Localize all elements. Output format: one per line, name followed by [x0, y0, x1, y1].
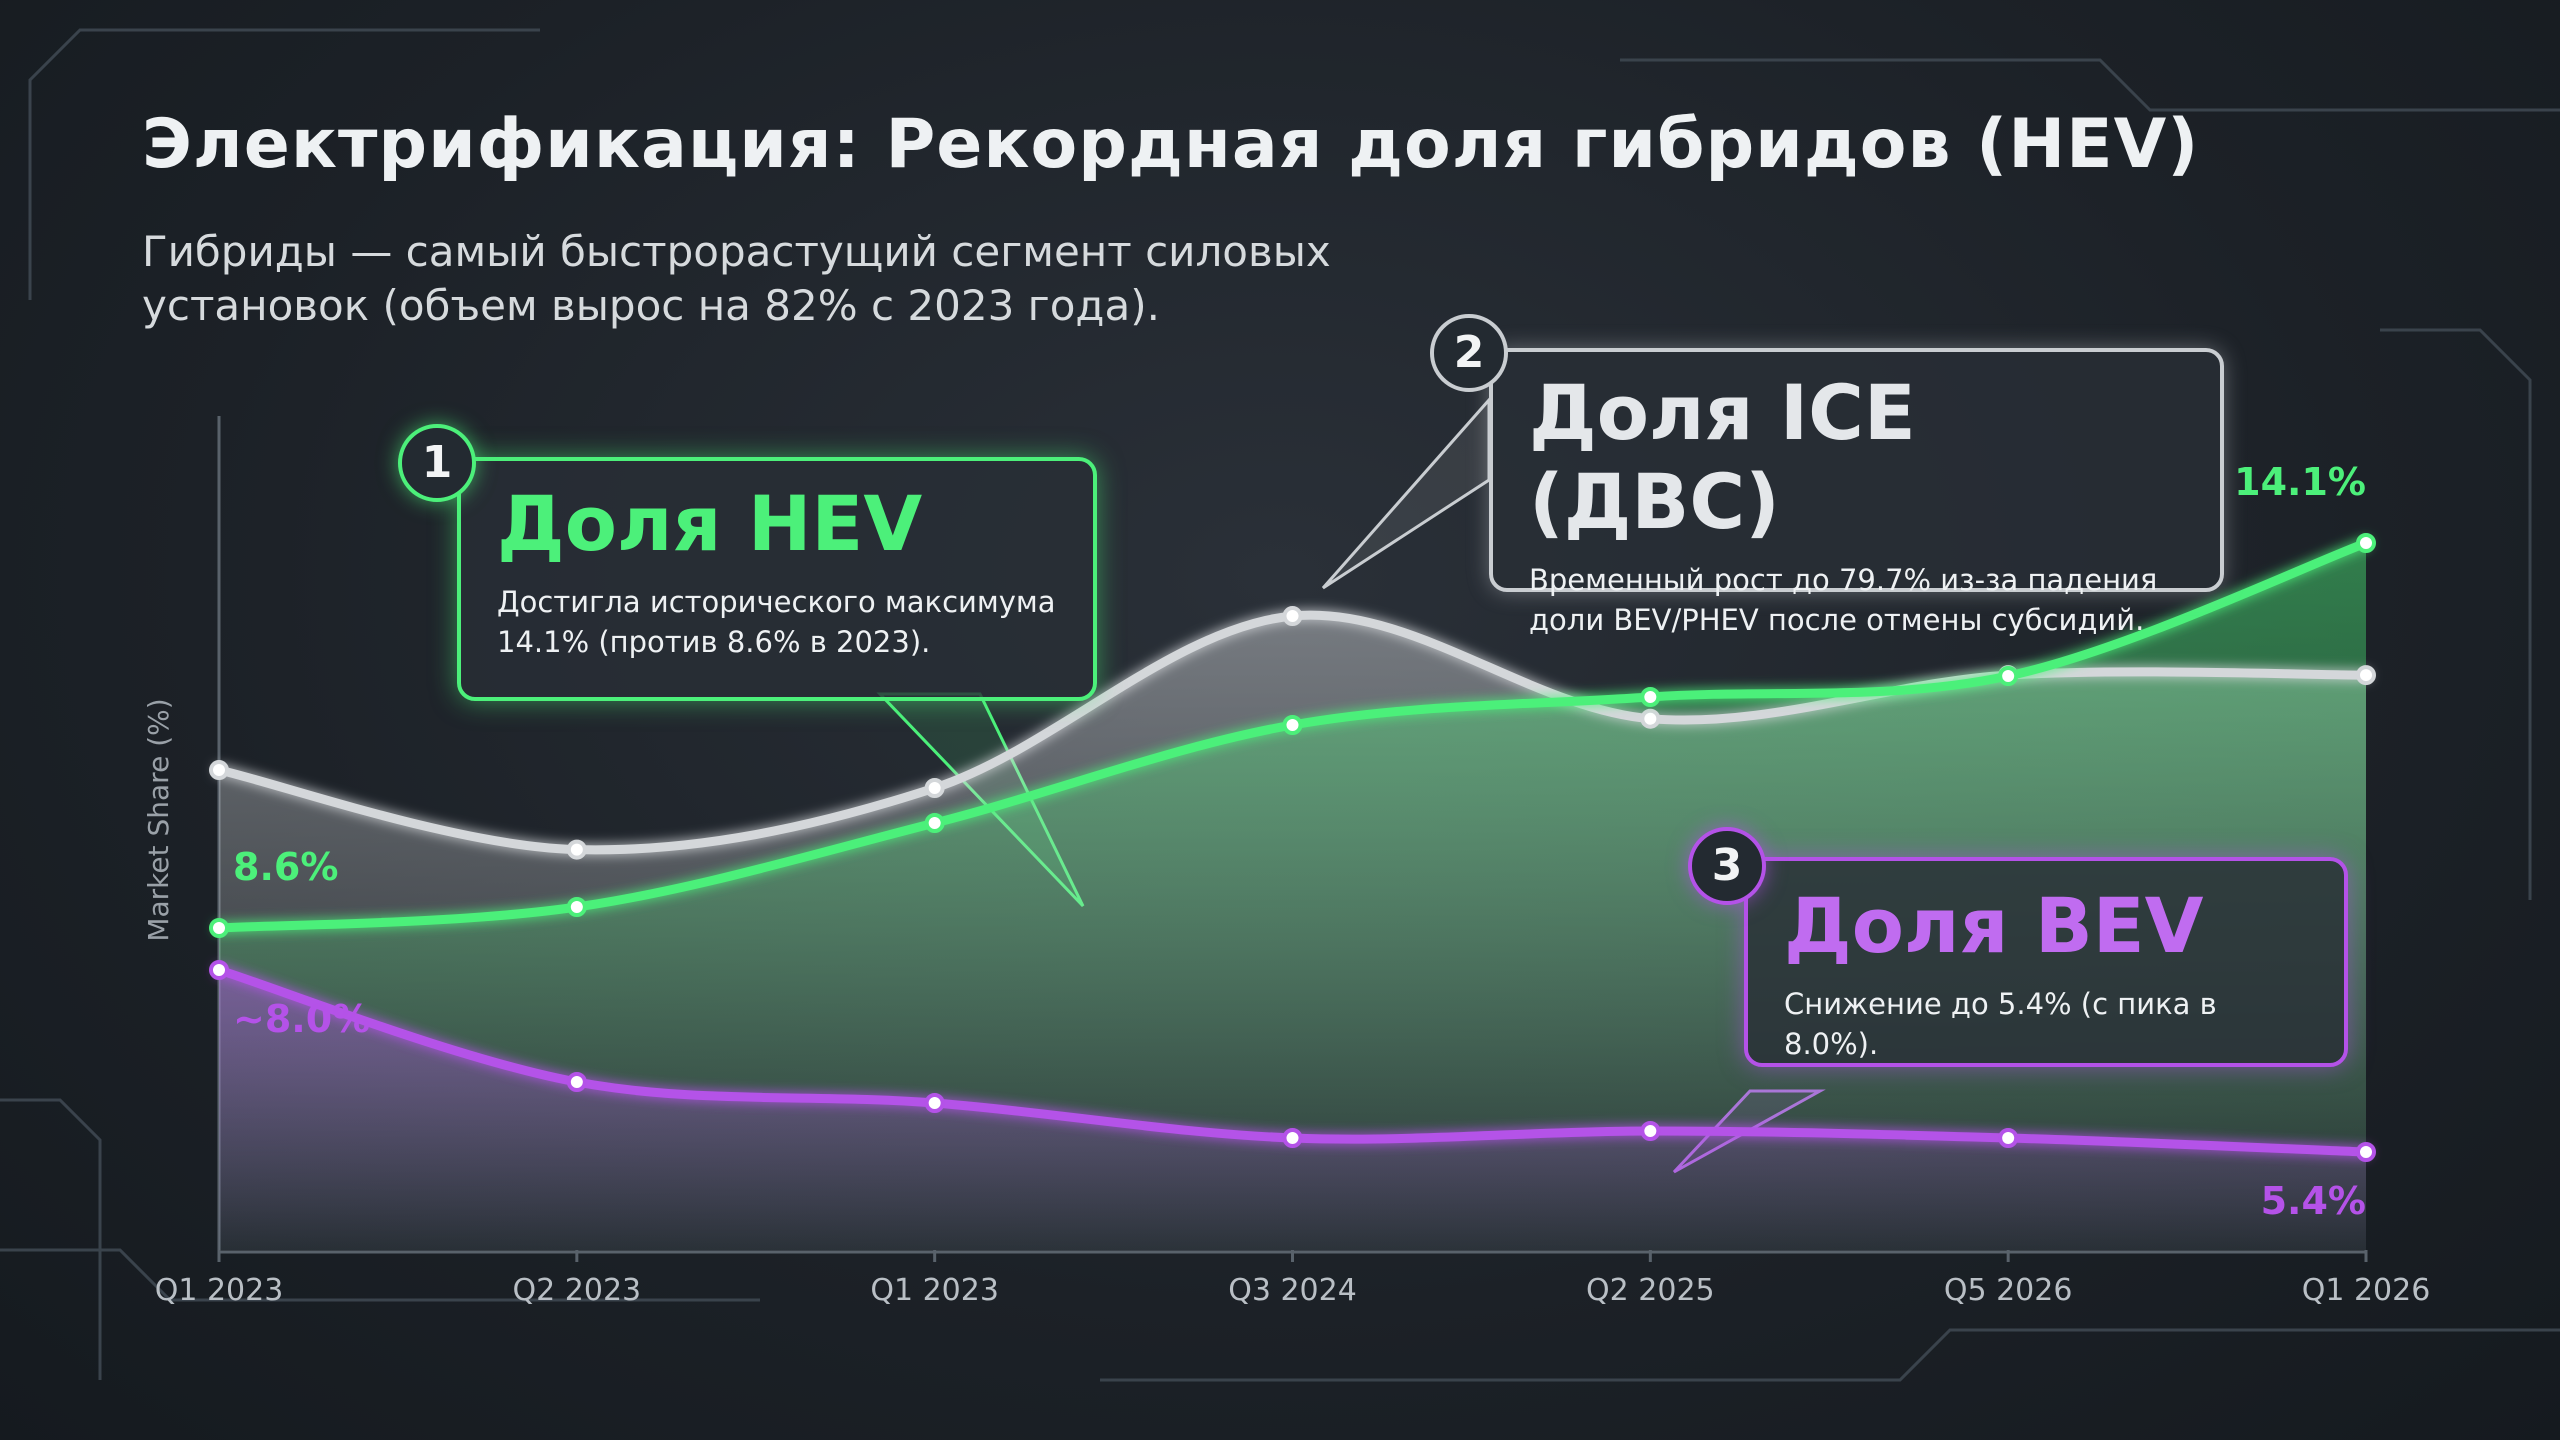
data-point — [924, 1093, 945, 1113]
data-point — [209, 760, 229, 781]
data-point — [209, 960, 229, 980]
callout-title: Доля HEV — [497, 479, 923, 568]
series-area — [219, 543, 2366, 1250]
x-tick-label: Q2 2025 — [1586, 1273, 1715, 1308]
data-point — [566, 1072, 587, 1092]
callout-number: 1 — [398, 424, 476, 502]
data-point — [1640, 687, 1661, 707]
x-tick-label: Q1 2023 — [870, 1273, 999, 1308]
data-point — [1282, 715, 1303, 735]
callout-title: Доля BEV — [1784, 881, 2204, 970]
data-point — [1282, 606, 1303, 627]
series-area — [219, 970, 2366, 1250]
x-tick-label: Q1 2026 — [2302, 1273, 2431, 1308]
data-point — [566, 897, 587, 917]
data-point — [2356, 665, 2376, 686]
data-point — [1282, 1128, 1303, 1148]
x-tick-label: Q5 2026 — [1944, 1273, 2073, 1308]
data-point — [924, 813, 945, 833]
callout-bev: Доля BEV Снижение до 5.4% (с пика в 8.0%… — [1744, 857, 2348, 1067]
subtitle: Гибриды — самый быстрорастущий сегмент с… — [142, 227, 1331, 330]
x-tick-label: Q3 2024 — [1228, 1273, 1357, 1308]
y-axis-label: Market Share (%) — [142, 698, 175, 941]
data-label: ~8.0% — [233, 997, 370, 1041]
title: Электрификация: Рекордная доля гибридов … — [142, 105, 2200, 184]
data-label: 14.1% — [2234, 460, 2366, 504]
data-point — [209, 918, 229, 938]
callout-text: Временный рост до 79.7% из-за падения до… — [1529, 563, 2158, 637]
x-tick-label: Q2 2023 — [513, 1273, 642, 1308]
data-point — [1640, 1121, 1661, 1141]
data-point — [2356, 1142, 2376, 1162]
data-label: 5.4% — [2261, 1179, 2366, 1223]
circuit-decoration — [0, 28, 2560, 1382]
x-tick-label: Q1 2023 — [155, 1273, 284, 1308]
data-point — [924, 778, 945, 798]
data-point — [566, 839, 587, 860]
callout-ice: Доля ICE (ДВС) Временный рост до 79.7% и… — [1489, 348, 2224, 637]
data-point — [1998, 666, 2019, 686]
data-point — [1998, 1128, 2019, 1148]
callout-number: 3 — [1688, 827, 1766, 905]
callout-text: Снижение до 5.4% (с пика в 8.0%). — [1784, 987, 2217, 1061]
callout-title: Доля ICE (ДВС) — [1529, 368, 1916, 546]
callout-hev: Доля HEV Достигла исторического максимум… — [457, 457, 1097, 701]
data-label: 8.6% — [233, 845, 338, 889]
callout-text: Достигла исторического максимума 14.1% (… — [497, 585, 1056, 659]
pointer-2 — [1321, 396, 1491, 590]
callout-number: 2 — [1430, 314, 1508, 392]
data-point — [1640, 708, 1661, 729]
data-point — [2356, 533, 2376, 553]
